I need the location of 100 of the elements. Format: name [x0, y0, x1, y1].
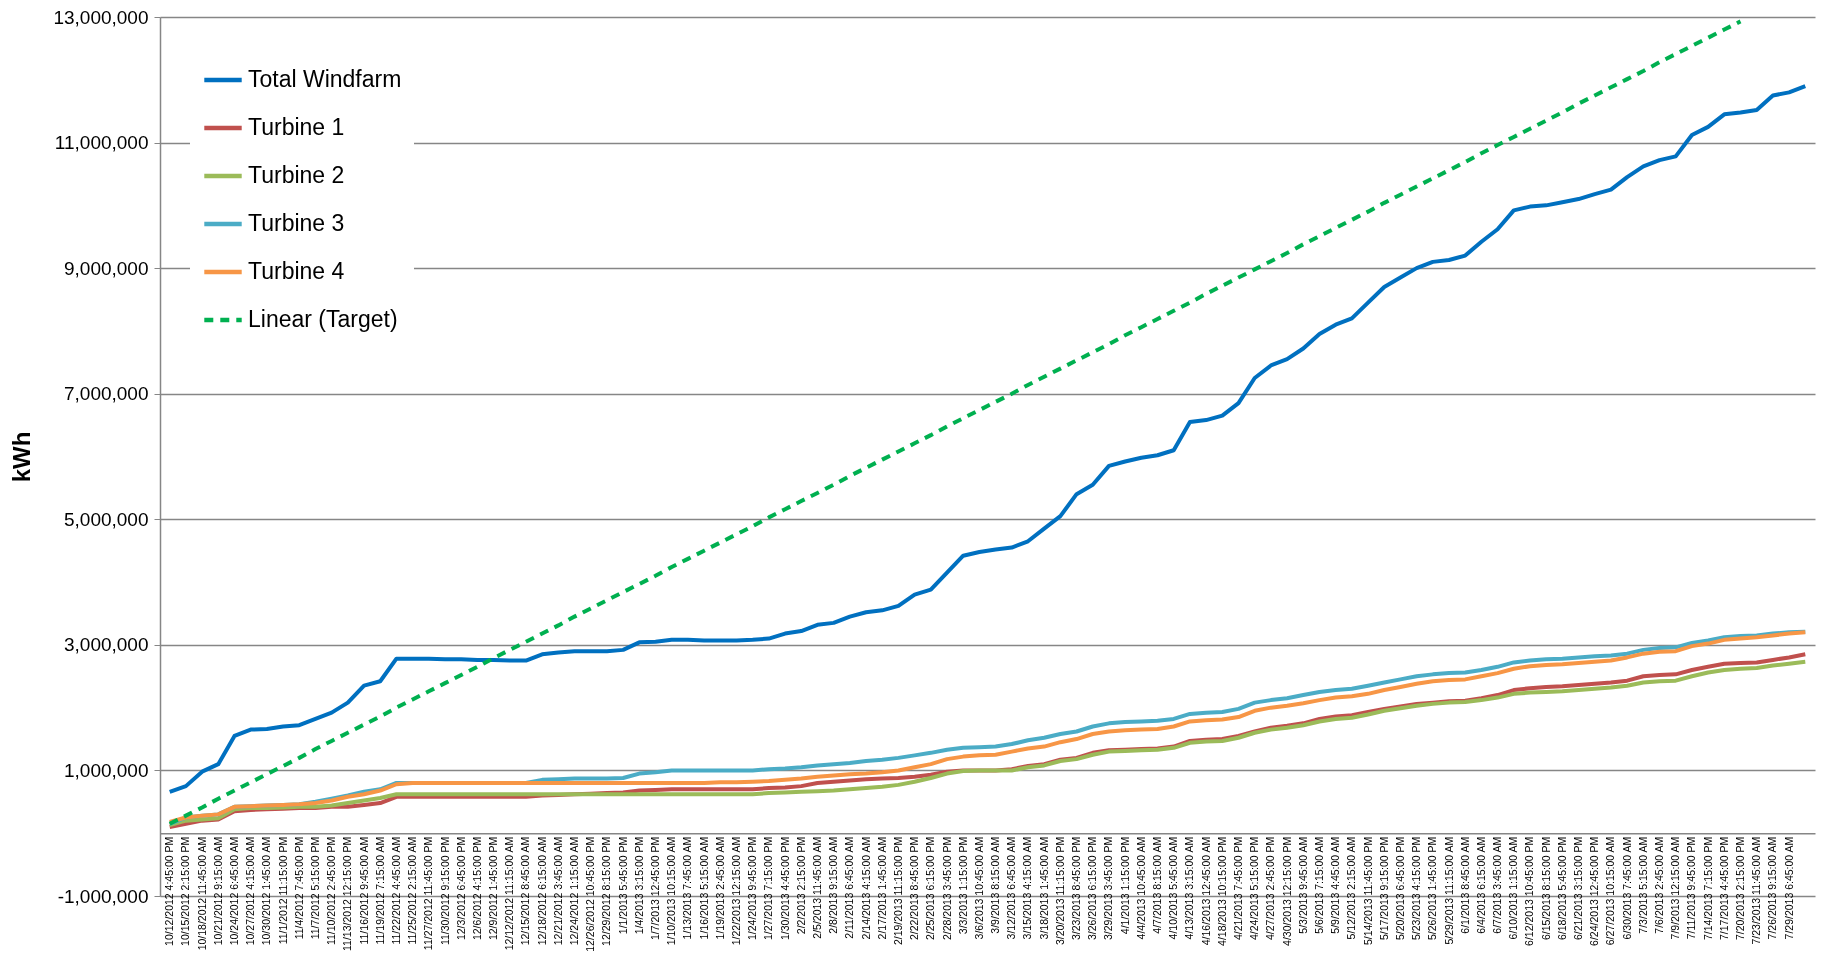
x-tick-label: 11/27/2012 11:45:00 PM — [422, 836, 435, 951]
x-tick-label: 5/23/2013 4:15:00 PM — [1410, 836, 1423, 941]
y-axis-title: kWh — [8, 431, 36, 483]
x-tick-label: 5/3/2013 9:45:00 AM — [1296, 836, 1309, 934]
line-series — [167, 19, 1743, 826]
x-tick-label: 4/27/2013 2:45:00 PM — [1264, 836, 1277, 941]
x-tick-label: 2/5/2013 11:45:00 AM — [810, 836, 823, 939]
x-tick-label: 10/30/2012 1:45:00 AM — [260, 836, 273, 946]
x-tick-label: 1/13/2013 7:45:00 AM — [681, 836, 694, 940]
x-tick-label: 10/27/2012 4:15:00 AM — [244, 836, 257, 946]
x-tick-label: 6/27/2013 10:15:00 AM — [1604, 836, 1617, 946]
y-tick-label: 3,000,000 — [63, 634, 149, 656]
x-tick-label: 2/14/2013 4:15:00 AM — [859, 836, 872, 940]
x-tick-label: 6/18/2013 5:45:00 PM — [1555, 836, 1568, 941]
x-tick-label: 2/25/2013 6:15:00 PM — [924, 836, 937, 941]
x-tick-label: 4/30/2013 12:15:00 PM — [1280, 836, 1293, 946]
x-tick-label: 3/29/2013 3:45:00 PM — [1102, 836, 1115, 941]
x-tick-label: 4/1/2013 1:15:00 PM — [1118, 836, 1131, 935]
y-tick-label: 7,000,000 — [63, 383, 149, 405]
x-tick-label: 7/26/2013 9:15:00 AM — [1766, 836, 1779, 940]
x-tick-label: 11/19/2012 7:15:00 AM — [373, 836, 386, 945]
y-tick-label: 11,000,000 — [54, 132, 149, 154]
x-tick-label: 2/19/2013 11:15:00 PM — [891, 836, 904, 946]
legend-label: Turbine 1 — [248, 114, 345, 140]
x-tick-label: 12/24/2012 1:15:00 AM — [568, 836, 581, 946]
x-tick-label: 1/30/2013 4:45:00 PM — [778, 836, 791, 941]
x-tick-label: 11/22/2012 4:45:00 AM — [389, 836, 402, 945]
x-tick-label: 6/10/2013 1:15:00 AM — [1507, 836, 1520, 940]
x-tick-label: 1/24/2013 9:45:00 PM — [746, 836, 759, 941]
x-tick-label: 4/10/2013 5:45:00 AM — [1167, 836, 1180, 940]
x-tick-label: 12/26/2012 10:45:00 PM — [584, 836, 597, 952]
x-tick-label: 11/1/2012 11:15:00 PM — [276, 836, 289, 945]
x-tick-label: 3/3/2013 1:15:00 PM — [956, 836, 969, 935]
x-tick-label: 1/7/2013 12:45:00 PM — [649, 836, 662, 941]
x-tick-label: 1/22/2013 12:15:00 AM — [730, 836, 742, 946]
y-tick-label: 13,000,000 — [53, 6, 149, 28]
x-tick-label: 10/18/2012 11:45:00 AM — [195, 836, 208, 951]
x-tick-label: 1/4/2013 3:15:00 PM — [632, 836, 645, 935]
x-tick-label: 10/12/2012 4:45:00 PM — [163, 836, 176, 946]
x-tick-label: 5/9/2013 4:45:00 AM — [1329, 836, 1342, 934]
x-tick-label: 2/22/2013 8:45:00 PM — [908, 836, 921, 941]
x-tick-label: 5/17/2013 9:15:00 PM — [1377, 836, 1390, 941]
x-tick-label: 12/12/2012 11:15:00 AM — [503, 836, 516, 951]
x-tick-label: 6/30/2013 7:45:00 AM — [1620, 836, 1633, 940]
x-tick-label: 12/18/2012 6:15:00 AM — [535, 836, 548, 946]
x-tick-label: 5/29/2013 11:15:00 AM — [1442, 836, 1455, 945]
legend-label: Linear (Target) — [248, 306, 398, 332]
legend-label: Turbine 3 — [248, 210, 345, 236]
x-tick-label: 4/18/2013 10:15:00 PM — [1215, 836, 1228, 946]
x-tick-label: 6/21/2013 3:15:00 PM — [1572, 836, 1585, 941]
x-tick-label: 3/18/2013 1:45:00 AM — [1037, 836, 1050, 940]
x-tick-label: 6/7/2013 3:45:00 AM — [1491, 836, 1504, 934]
x-tick-label: 2/17/2013 1:45:00 AM — [875, 836, 888, 940]
x-tick-label: 5/26/2013 1:45:00 PM — [1426, 836, 1439, 941]
x-tick-label: 12/3/2012 6:45:00 PM — [454, 836, 467, 941]
x-tick-label: 11/10/2012 2:45:00 PM — [325, 836, 338, 946]
x-tick-label: 3/9/2013 8:15:00 AM — [989, 836, 1002, 934]
x-tick-label: 7/11/2013 9:45:00 PM — [1685, 836, 1698, 940]
legend-label: Turbine 4 — [248, 258, 345, 284]
x-tick-label: 1/16/2013 5:15:00 AM — [697, 836, 710, 940]
x-tick-label: 7/29/2013 6:45:00 AM — [1782, 836, 1795, 940]
x-tick-label: 6/1/2013 8:45:00 AM — [1458, 836, 1471, 934]
x-tick-label: 7/3/2013 5:15:00 AM — [1636, 836, 1649, 934]
x-tick-label: 12/6/2012 4:15:00 PM — [470, 836, 483, 941]
x-tick-label: 6/12/2013 10:45:00 PM — [1523, 836, 1536, 946]
x-tick-label: 6/4/2013 6:15:00 AM — [1474, 836, 1487, 934]
x-tick-label: 1/10/2013 10:15:00 AM — [665, 836, 678, 946]
x-tick-label: 11/7/2012 5:15:00 PM — [308, 836, 321, 940]
x-tick-label: 6/24/2013 12:45:00 PM — [1588, 836, 1601, 946]
x-tick-label: 7/9/2013 12:15:00 AM — [1669, 836, 1682, 940]
x-tick-label: 3/26/2013 6:15:00 PM — [1086, 836, 1099, 941]
x-tick-label: 3/12/2013 6:45:00 AM — [1005, 836, 1018, 940]
x-tick-label: 10/24/2012 6:45:00 AM — [227, 836, 240, 946]
x-tick-label: 4/16/2013 12:45:00 AM — [1199, 836, 1212, 946]
x-tick-label: 7/23/2013 11:45:00 AM — [1750, 836, 1763, 945]
x-tick-label: 5/20/2013 6:45:00 PM — [1393, 836, 1406, 941]
x-tick-label: 12/29/2012 8:15:00 PM — [600, 836, 613, 946]
x-tick-label: 3/20/2013 11:15:00 PM — [1053, 836, 1066, 946]
x-tick-label: 2/2/2013 2:15:00 PM — [794, 836, 807, 935]
y-tick-label: -1,000,000 — [57, 885, 149, 907]
x-tick-label: 2/28/2013 3:45:00 PM — [940, 836, 953, 941]
x-tick-label: 7/6/2013 2:45:00 AM — [1653, 836, 1666, 934]
x-tick-label: 1/1/2013 5:45:00 PM — [616, 836, 629, 935]
y-tick-label: 1,000,000 — [63, 759, 149, 781]
x-tick-label: 2/11/2013 6:45:00 AM — [843, 836, 856, 939]
x-tick-label: 1/19/2013 2:45:00 AM — [713, 836, 726, 940]
x-tick-label: 12/21/2012 3:45:00 AM — [551, 836, 564, 946]
x-tick-label: 11/25/2012 2:15:00 AM — [406, 836, 419, 945]
x-tick-label: 7/20/2013 2:15:00 PM — [1734, 836, 1747, 941]
x-tick-label: 7/17/2013 4:45:00 PM — [1717, 836, 1730, 941]
x-tick-label: 4/7/2013 8:15:00 AM — [1151, 836, 1164, 934]
x-tick-label: 5/14/2013 11:45:00 PM — [1361, 836, 1374, 946]
x-tick-label: 10/21/2012 9:15:00 AM — [211, 836, 224, 946]
y-tick-label: 9,000,000 — [63, 257, 149, 279]
x-tick-label: 1/27/2013 7:15:00 PM — [762, 836, 775, 941]
y-tick-label: 5,000,000 — [63, 508, 149, 530]
x-tick-label: 4/4/2013 10:45:00 AM — [1134, 836, 1147, 940]
x-tick-label: 10/15/2012 2:15:00 PM — [179, 836, 192, 946]
x-tick-label: 2/8/2013 9:15:00 AM — [827, 836, 840, 934]
legend-label: Total Windfarm — [248, 66, 402, 92]
